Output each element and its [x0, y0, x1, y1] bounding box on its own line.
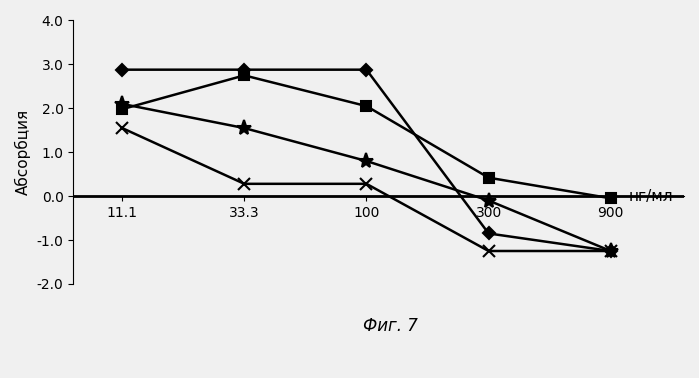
- Text: нг/мл: нг/мл: [629, 189, 674, 204]
- Y-axis label: Абсорбция: Абсорбция: [15, 109, 31, 195]
- Text: Фиг. 7: Фиг. 7: [363, 318, 418, 335]
